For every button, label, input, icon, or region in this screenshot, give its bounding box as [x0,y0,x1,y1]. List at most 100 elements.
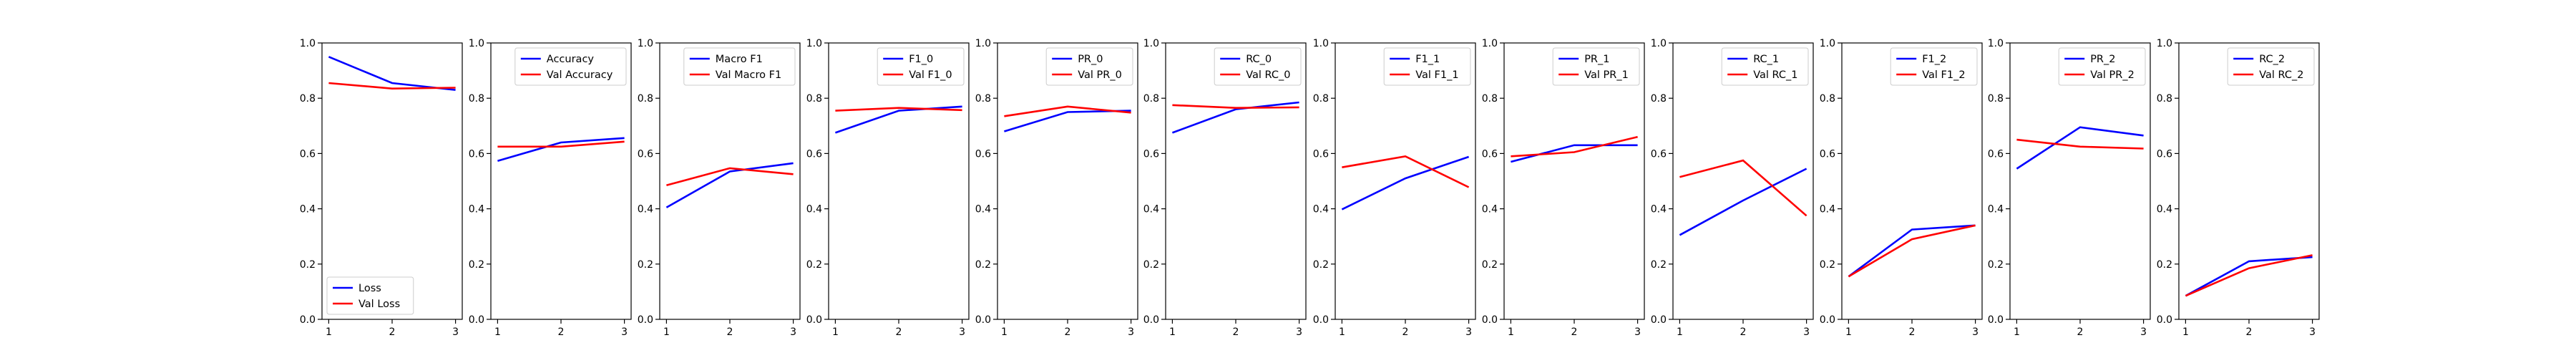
series-line-rc-2 [2185,256,2313,297]
legend-label: Val PR_1 [1584,69,1629,81]
legend-label: Val Macro F1 [716,69,781,81]
y-tick-label: 1.0 [1988,38,2004,49]
legend-label: Accuracy [547,54,595,65]
x-tick-label: 2 [2077,326,2084,338]
legend-label: F1_2 [1922,54,1946,65]
y-tick-label: 0.0 [1313,314,1329,326]
y-tick-label: 0.0 [1143,314,1159,326]
series-line-val-f1-2 [1848,224,1976,278]
legend-label: Val Loss [358,299,400,310]
legend: Accuracy Val Accuracy [514,47,627,86]
legend-label: PR_1 [1584,54,1609,65]
chart-panel-1: 0.0 0.2 0.4 0.6 0.8 1.0 1 2 3 Loss Val Loss [300,38,463,338]
x-tick-label: 3 [1634,326,1641,338]
y-tick-label: 0.8 [1651,93,1667,105]
y-tick-label: 0.4 [1988,204,2004,216]
legend-box [877,47,965,86]
y-tick-label: 0.0 [2157,314,2172,326]
series-line-f1-2 [1848,224,1976,278]
y-tick-label: 0.4 [638,204,653,216]
y-tick-label: 0.6 [1313,148,1329,160]
y-tick-label: 1.0 [2157,38,2172,49]
x-tick-label: 2 [1909,326,1916,338]
legend-box [1214,47,1302,86]
legend-box [1045,47,1133,86]
y-tick-label: 0.2 [2157,259,2172,271]
legend-box [514,47,627,86]
axes-frame [1503,42,1645,320]
y-tick-label: 0.8 [1482,93,1498,105]
legend-label: F1_1 [1415,54,1440,65]
y-tick-label: 0.8 [1820,93,1835,105]
legend-label: Val F1_0 [909,69,952,81]
y-tick-label: 0.0 [1651,314,1667,326]
chart-panel-10: 0.0 0.2 0.4 0.6 0.8 1.0 1 2 3 F1_2 Val F1_2 [1820,38,1983,338]
legend-label: Val F1_1 [1415,69,1458,81]
y-tick-label: 0.2 [806,259,822,271]
y-tick-label: 1.0 [638,38,653,49]
legend: PR_1 Val PR_1 [1552,47,1640,86]
x-tick-label: 2 [896,326,902,338]
x-tick-label: 3 [452,326,459,338]
axes-frame [1841,42,1983,320]
y-tick-label: 0.8 [638,93,653,105]
series-line-f1-0 [834,105,962,134]
legend: RC_0 Val RC_0 [1214,47,1302,86]
legend-label: F1_0 [909,54,933,65]
y-tick-label: 0.6 [806,148,822,160]
chart-panel-3: 0.0 0.2 0.4 0.6 0.8 1.0 1 2 3 Macro F1 Val Macro F… [638,38,801,338]
axes-frame [997,42,1138,320]
legend: PR_0 Val PR_0 [1045,47,1133,86]
x-tick-label: 1 [1001,326,1008,338]
series-line-val-accuracy [497,140,625,148]
x-tick-label: 3 [621,326,628,338]
legend-label: Loss [358,283,381,294]
y-tick-label: 1.0 [300,38,316,49]
legend-label: RC_0 [1246,54,1272,65]
x-tick-label: 1 [494,326,501,338]
y-tick-label: 1.0 [1143,38,1159,49]
x-tick-label: 3 [2140,326,2147,338]
y-tick-label: 0.6 [638,148,653,160]
legend: F1_0 Val F1_0 [877,47,965,86]
series-line-val-rc-1 [1679,159,1807,217]
chart-panel-5: 0.0 0.2 0.4 0.6 0.8 1.0 1 2 3 PR_0 Val PR_0 [975,38,1138,338]
legend: PR_2 Val PR_2 [2058,47,2146,86]
legend-label: Val RC_2 [2259,69,2303,81]
axes-frame [1165,42,1307,320]
series-line-val-rc-0 [1172,104,1299,110]
y-tick-label: 0.8 [300,93,316,105]
y-tick-label: 0.4 [1482,204,1498,216]
series-line-macro-f1 [665,162,794,208]
series-line-val-pr-0 [1004,105,1131,117]
legend-box [2227,47,2315,86]
axes-frame [828,42,970,320]
legend-box [326,276,414,315]
y-tick-label: 0.4 [1313,204,1329,216]
legend-box [683,47,796,86]
legend-label: Val Accuracy [547,69,613,81]
series-line-rc-1 [1679,168,1807,236]
y-tick-label: 0.2 [1988,259,2004,271]
y-tick-label: 1.0 [1313,38,1329,49]
series-line-val-loss [328,82,456,90]
x-tick-label: 3 [2309,326,2316,338]
x-tick-label: 1 [1677,326,1683,338]
y-tick-label: 0.6 [2157,148,2172,160]
y-tick-label: 0.8 [1143,93,1159,105]
legend: F1_1 Val F1_1 [1383,47,1471,86]
y-tick-label: 0.2 [1820,259,1835,271]
axes-frame [1335,42,1476,320]
chart-panel-4: 0.0 0.2 0.4 0.6 0.8 1.0 1 2 3 F1_0 Val F1_0 [806,38,970,338]
x-tick-label: 1 [2014,326,2020,338]
y-tick-label: 0.4 [2157,204,2172,216]
x-tick-label: 3 [1296,326,1302,338]
legend-label: Val F1_2 [1922,69,1965,81]
chart-panel-2: 0.0 0.2 0.4 0.6 0.8 1.0 1 2 3 Accuracy Val Accurac… [469,38,632,338]
y-tick-label: 0.2 [975,259,991,271]
y-tick-label: 0.8 [975,93,991,105]
y-tick-label: 0.6 [1988,148,2004,160]
y-tick-label: 0.0 [638,314,653,326]
y-tick-label: 0.6 [1651,148,1667,160]
